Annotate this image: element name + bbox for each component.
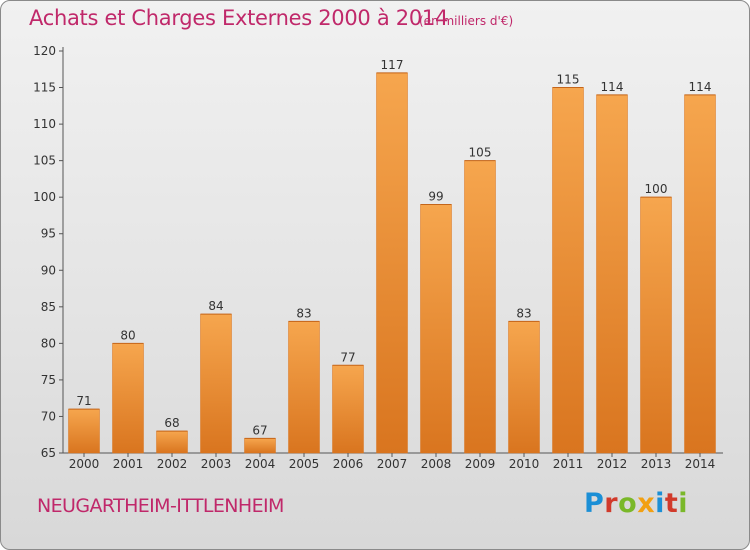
x-tick-label: 2011 xyxy=(553,457,584,471)
logo-letter: t xyxy=(664,488,679,519)
bar xyxy=(244,438,276,454)
bar xyxy=(112,343,144,454)
data-label: 83 xyxy=(516,306,531,320)
bar xyxy=(376,72,408,454)
chart-title: Achats et Charges Externes 2000 à 2014 xyxy=(29,6,449,30)
commune-name: NEUGARTHEIM-ITTLENHEIM xyxy=(37,495,284,517)
logo-letter: i xyxy=(678,488,689,519)
logo-letter: x xyxy=(637,488,656,519)
x-tick-label: 2014 xyxy=(685,457,716,471)
proxiti-logo: Proxiti xyxy=(584,488,688,519)
logo-letter: o xyxy=(618,488,638,519)
chart-subtitle: (en milliers d'€) xyxy=(419,14,514,28)
y-tick-label: 65 xyxy=(41,446,56,460)
x-tick-label: 2005 xyxy=(289,457,320,471)
bar xyxy=(200,313,232,454)
data-label: 71 xyxy=(76,394,91,408)
bar xyxy=(288,321,320,454)
logo-letter: i xyxy=(655,488,665,519)
x-tick-label: 2004 xyxy=(245,457,276,471)
x-tick-label: 2007 xyxy=(377,457,408,471)
x-tick-label: 2010 xyxy=(509,457,540,471)
x-tick-label: 2000 xyxy=(69,457,100,471)
data-label: 115 xyxy=(557,73,580,87)
data-label: 68 xyxy=(164,416,179,430)
bar xyxy=(552,87,584,454)
x-tick-label: 2002 xyxy=(157,457,188,471)
data-label: 80 xyxy=(120,328,135,342)
y-tick-label: 95 xyxy=(41,227,56,241)
data-label: 84 xyxy=(208,299,223,313)
y-tick-label: 80 xyxy=(41,336,56,350)
data-label: 67 xyxy=(252,423,267,437)
bar xyxy=(332,365,364,454)
x-tick-label: 2003 xyxy=(201,457,232,471)
y-tick-label: 105 xyxy=(33,154,56,168)
x-tick-label: 2006 xyxy=(333,457,364,471)
bar xyxy=(596,94,628,454)
y-tick-label: 115 xyxy=(33,81,56,95)
x-tick-label: 2001 xyxy=(113,457,144,471)
data-label: 114 xyxy=(689,80,712,94)
y-tick-label: 90 xyxy=(41,263,56,277)
data-label: 117 xyxy=(381,58,404,72)
data-label: 105 xyxy=(469,146,492,160)
bar xyxy=(640,196,672,454)
logo-letter: P xyxy=(584,488,605,519)
data-label: 77 xyxy=(340,350,355,364)
bar xyxy=(508,321,540,454)
y-tick-label: 100 xyxy=(33,190,56,204)
y-tick-label: 70 xyxy=(41,409,56,423)
bar xyxy=(464,160,496,454)
bar xyxy=(156,430,188,454)
bar xyxy=(420,204,452,454)
y-tick-label: 110 xyxy=(33,117,56,131)
bar xyxy=(684,94,716,454)
bar xyxy=(68,408,100,454)
y-tick-label: 120 xyxy=(33,44,56,58)
x-tick-label: 2008 xyxy=(421,457,452,471)
x-tick-label: 2009 xyxy=(465,457,496,471)
x-tick-label: 2012 xyxy=(597,457,628,471)
data-label: 114 xyxy=(601,80,624,94)
x-tick-label: 2013 xyxy=(641,457,672,471)
data-label: 99 xyxy=(428,189,443,203)
y-tick-label: 75 xyxy=(41,373,56,387)
data-label: 83 xyxy=(296,306,311,320)
y-tick-label: 85 xyxy=(41,300,56,314)
data-label: 100 xyxy=(645,182,668,196)
logo-letter: r xyxy=(604,488,619,519)
